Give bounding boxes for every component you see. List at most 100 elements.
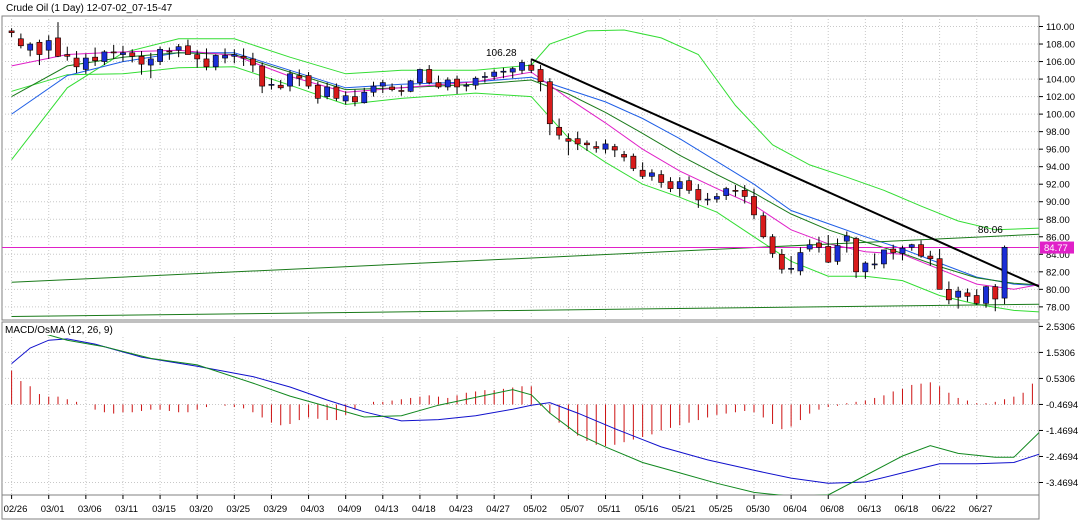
candle-body [899,247,906,254]
candle-body [175,46,182,51]
candle-body [305,75,312,87]
candle-body [268,84,275,86]
candle-body [101,51,108,62]
candle-body [370,85,377,93]
candle-body [973,295,980,304]
time-tick-label: 06/18 [894,504,918,515]
time-tick-label: 04/27 [486,504,510,515]
candle-body [426,69,433,83]
candles-group [8,22,1008,312]
candle-body [945,289,952,301]
price-tick-label: 100.00 [1046,110,1075,121]
candle-body [45,40,52,51]
candle-body [908,244,915,248]
current-price-label: 84.77 [1044,243,1068,254]
time-tick-label: 04/09 [338,504,362,515]
candle-body [881,249,887,265]
candle-body [82,57,89,70]
time-tick-label: 03/15 [152,504,176,515]
candle-body [806,244,813,250]
price-tick-label: 86.00 [1046,232,1070,243]
macd-tick-label: -1.4694 [1046,426,1078,437]
candle-body [871,263,878,266]
macd-tick-label: -3.4694 [1046,478,1078,489]
price-tick-label: 82.00 [1046,267,1070,278]
candle-body [955,290,962,298]
candle-body [342,95,349,102]
time-tick-label: 05/11 [598,504,621,515]
candle-body [333,86,340,99]
time-tick-label: 04/03 [301,504,325,515]
candle-body [760,215,767,238]
time-tick-label: 05/30 [746,504,770,515]
overlay-line-1 [11,66,1039,313]
candle-body [157,48,163,62]
candle-body [565,138,572,142]
macd-series-signal [46,335,1039,495]
candle-body [166,50,173,53]
candle-body [110,51,117,54]
candle-body [890,248,897,253]
candle-body [630,155,637,169]
candle-body [64,54,71,57]
macd-pane-frame [1,321,1040,496]
candle-body [138,55,145,65]
macd-grid [2,335,1039,495]
macd-tick-label: 0.5306 [1046,374,1075,385]
candle-body [528,64,535,71]
candle-body [816,242,822,248]
candle-body [500,70,507,73]
candle-body [194,54,201,60]
candle-body [983,286,989,304]
macd-series-macd [11,338,1039,484]
price-tick-label: 108.00 [1046,40,1075,51]
candle-body [639,169,646,177]
candle-body [324,86,331,97]
time-tick-label: 05/25 [709,504,733,515]
candle-body [231,54,238,57]
macd-y-axis: 2.5306 1.5306 0.5306 -0.4694 -1.4694 -2.4694 -… [1039,322,1078,489]
candle-body [36,41,43,55]
price-tick-label: 104.00 [1046,75,1075,86]
time-tick-label: 03/06 [78,504,102,515]
time-tick-label: 05/16 [635,504,659,515]
candle-body [27,43,34,51]
candle-body [834,245,841,262]
candle-body [927,255,934,259]
macd-tick-label: -0.4694 [1046,400,1078,411]
candle-body [435,82,442,88]
candle-body [621,154,627,158]
candle-body [1001,246,1008,299]
candle-body [398,90,405,92]
price-annotations: 106.28 86.06 84.77 [486,48,1074,254]
time-tick-label: 06/08 [820,504,844,515]
macd-tick-label: 2.5306 [1046,322,1075,333]
candle-body [797,252,804,272]
candle-body [259,65,266,87]
candle-body [129,52,136,57]
candle-body [964,292,971,297]
overlay-line-0 [11,29,1039,231]
candle-body [992,286,999,300]
candle-body [444,79,451,88]
price-tick-label: 80.00 [1046,285,1070,296]
candle-body [314,84,321,99]
time-tick-label: 06/22 [932,504,956,515]
chart-title: Crude Oil (1 Day) 12-07-02_07-15-47 [6,3,173,14]
time-tick-label: 05/21 [672,504,696,515]
candle-body [491,71,498,77]
candle-body [417,69,423,83]
candle-body [519,62,525,71]
current-price-badge [1040,241,1074,254]
candle-body [676,181,683,189]
candle-body [649,172,655,177]
candle-body [120,52,126,55]
candle-body [769,236,776,254]
candle-body [509,68,516,73]
candle-body [287,73,293,87]
price-annotation: 86.06 [978,225,1003,236]
macd-tick-label: 1.5306 [1046,348,1075,359]
candle-body [389,86,395,90]
price-tick-label: 94.00 [1046,162,1070,173]
